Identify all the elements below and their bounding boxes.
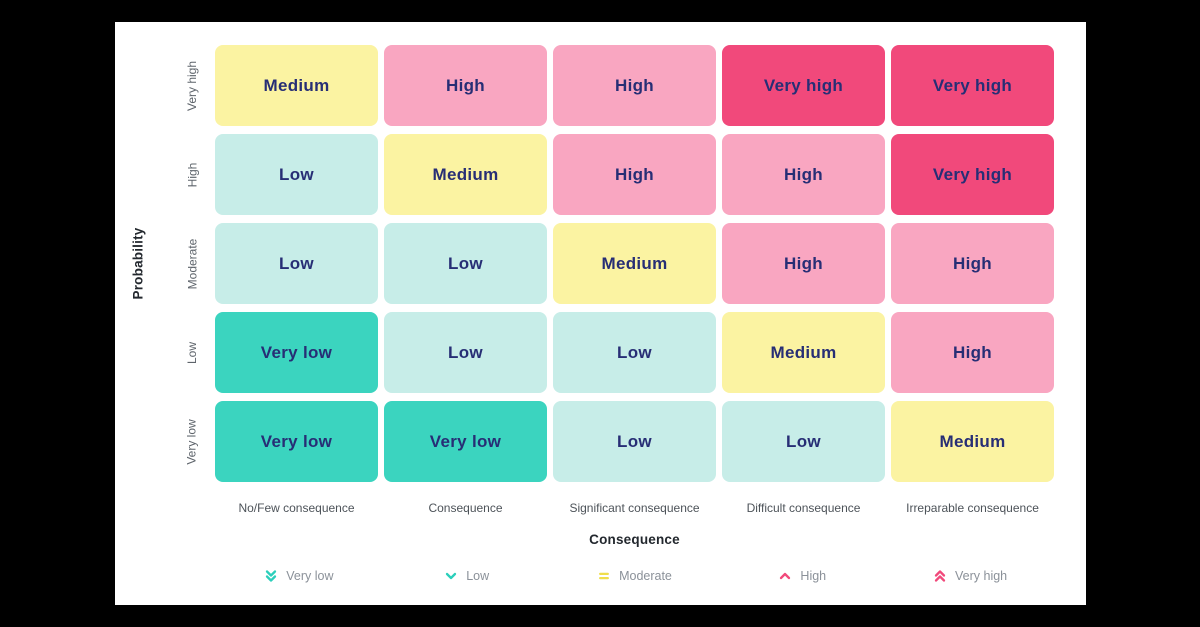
- chevron-up-icon: [778, 569, 792, 583]
- row-label-text: High: [185, 162, 199, 187]
- legend-label: Moderate: [619, 569, 672, 583]
- row-label-low: Low: [175, 312, 209, 393]
- y-axis-title: Probability: [123, 45, 153, 482]
- matrix-cell-r3-c4: High: [722, 223, 885, 304]
- risk-matrix-grid: Medium High High Very high Very high Low Mediu…: [215, 45, 1054, 482]
- chevron-down-icon: [444, 569, 458, 583]
- x-axis-label-2: Consequence: [428, 501, 503, 515]
- y-axis-title-text: Probability: [130, 227, 146, 300]
- legend-item-high: High: [718, 564, 886, 588]
- matrix-cell-r4-c2: Low: [384, 312, 547, 393]
- double-chevron-up-icon: [933, 569, 947, 583]
- legend-label: Very low: [286, 569, 334, 583]
- matrix-cell-r2-c4: High: [722, 134, 885, 215]
- matrix-cell-r2-c5: Very high: [891, 134, 1054, 215]
- matrix-cell-r1-c1: Medium: [215, 45, 378, 126]
- row-label-text: Moderate: [185, 238, 200, 289]
- matrix-cell-r4-c1: Very low: [215, 312, 378, 393]
- matrix-cell-r4-c5: High: [891, 312, 1054, 393]
- row-label-very-low: Very low: [175, 401, 209, 482]
- equals-icon: [597, 569, 611, 583]
- matrix-cell-r3-c5: High: [891, 223, 1054, 304]
- row-label-high: High: [175, 134, 209, 215]
- row-label-text: Low: [184, 341, 199, 364]
- matrix-cell-r5-c1: Very low: [215, 401, 378, 482]
- matrix-cell-r2-c3: High: [553, 134, 716, 215]
- matrix-cell-r3-c2: Low: [384, 223, 547, 304]
- risk-matrix-card: Probability Very high High Moderate Low Very…: [115, 22, 1086, 605]
- row-label-moderate: Moderate: [175, 223, 209, 304]
- legend-item-very-low: Very low: [215, 564, 383, 588]
- x-axis-label-4: Difficult consequence: [746, 501, 861, 515]
- matrix-cell-r4-c3: Low: [553, 312, 716, 393]
- row-label-very-high: Very high: [175, 45, 209, 126]
- matrix-cell-r5-c2: Very low: [384, 401, 547, 482]
- legend-item-moderate: Moderate: [551, 564, 719, 588]
- legend-label: High: [800, 569, 827, 583]
- matrix-cell-r3-c1: Low: [215, 223, 378, 304]
- matrix-cell-r5-c4: Low: [722, 401, 885, 482]
- legend-item-very-high: Very high: [886, 564, 1054, 588]
- legend-label: Low: [466, 569, 490, 583]
- matrix-cell-r5-c5: Medium: [891, 401, 1054, 482]
- matrix-cell-r4-c4: Medium: [722, 312, 885, 393]
- legend-item-low: Low: [383, 564, 551, 588]
- matrix-cell-r1-c4: Very high: [722, 45, 885, 126]
- matrix-cell-r1-c3: High: [553, 45, 716, 126]
- x-axis-label-1: No/Few consequence: [238, 501, 355, 515]
- matrix-cell-r5-c3: Low: [553, 401, 716, 482]
- matrix-cell-r3-c3: Medium: [553, 223, 716, 304]
- legend-label: Very high: [955, 569, 1008, 583]
- matrix-cell-r2-c1: Low: [215, 134, 378, 215]
- row-label-text: Very high: [185, 60, 200, 111]
- x-axis-label-3: Significant consequence: [569, 501, 700, 515]
- double-chevron-down-icon: [264, 569, 278, 583]
- row-label-text: Very low: [185, 418, 200, 465]
- x-axis-title: Consequence: [215, 530, 1054, 548]
- x-axis-label-5: Irreparable consequence: [906, 501, 1039, 515]
- matrix-cell-r2-c2: Medium: [384, 134, 547, 215]
- x-axis-title-text: Consequence: [589, 531, 680, 547]
- matrix-cell-r1-c2: High: [384, 45, 547, 126]
- legend: Very low Low Moderate High Very high: [215, 564, 1054, 588]
- matrix-cell-r1-c5: Very high: [891, 45, 1054, 126]
